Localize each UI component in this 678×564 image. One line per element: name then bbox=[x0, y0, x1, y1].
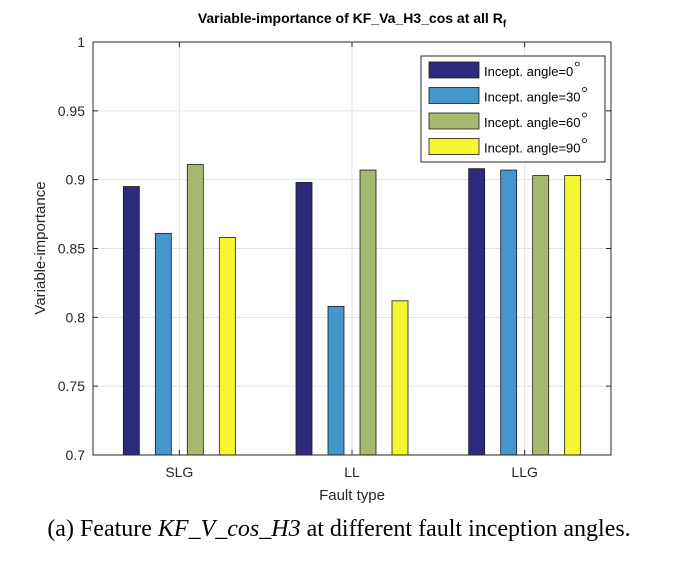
bar-llg-series-2 bbox=[500, 169, 518, 456]
bar-ll-series-3 bbox=[359, 169, 377, 456]
bar-chart: 0.7 0.75 0.8 0.85 0.9 0.95 1 SLG LL LLG Variable… bbox=[32, 10, 612, 504]
bar-slg-series-3 bbox=[186, 164, 204, 456]
x-axis-label: Fault type bbox=[319, 487, 385, 504]
y-tick-label: 1 bbox=[77, 34, 85, 50]
legend-label: Incept. angle=90 bbox=[484, 141, 581, 156]
chart-title-text: Variable-importance of KF_Va_H3_cos at a… bbox=[198, 10, 503, 26]
legend-degree-mark bbox=[574, 61, 580, 67]
figure-caption: (a) Feature KF_V_cos_H3 at different fau… bbox=[0, 516, 678, 543]
legend-label: Incept. angle=60 bbox=[484, 115, 581, 130]
bar-ll-series-4 bbox=[391, 300, 409, 456]
bar-slg-series-1 bbox=[122, 186, 140, 456]
legend-swatch bbox=[428, 112, 480, 130]
bar-ll-series-1 bbox=[295, 182, 313, 456]
x-tick-label: LLG bbox=[511, 464, 537, 480]
x-axis-ticks: SLG LL LLG bbox=[165, 42, 538, 480]
legend-swatch bbox=[428, 61, 480, 79]
legend-swatch bbox=[428, 138, 480, 155]
y-tick-label: 0.75 bbox=[58, 378, 85, 394]
x-tick-label: LL bbox=[344, 464, 360, 480]
caption-suffix: at different fault inception angles. bbox=[300, 516, 631, 542]
y-tick-label: 0.95 bbox=[58, 103, 85, 119]
bar-llg-series-4 bbox=[564, 175, 582, 456]
x-tick-label: SLG bbox=[165, 464, 193, 480]
y-tick-label: 0.7 bbox=[66, 447, 86, 463]
legend-degree-mark bbox=[582, 87, 587, 92]
bar-slg-series-2 bbox=[154, 232, 172, 456]
y-tick-label: 0.8 bbox=[66, 309, 86, 325]
legend-label: Incept. angle=30 bbox=[484, 90, 581, 105]
caption-math: KF_V_cos_H3 bbox=[157, 516, 301, 542]
bar-series-group bbox=[122, 164, 582, 456]
chart-title: Variable-importance of KF_Va_H3_cos at a… bbox=[198, 10, 507, 30]
legend-degree-mark bbox=[582, 112, 587, 118]
bar-ll-series-2 bbox=[327, 305, 345, 456]
legend-degree-mark bbox=[582, 138, 587, 143]
chart-title-subscript: f bbox=[503, 19, 507, 30]
y-axis-ticks: 0.7 0.75 0.8 0.85 0.9 0.95 1 bbox=[58, 34, 611, 463]
legend-label: Incept. angle=0 bbox=[484, 64, 573, 79]
y-tick-label: 0.85 bbox=[58, 241, 85, 257]
y-tick-label: 0.9 bbox=[66, 172, 86, 188]
bar-llg-series-3 bbox=[532, 175, 550, 456]
legend-swatch bbox=[428, 87, 480, 104]
legend: Incept. angle=0 Incept. angle=30 Incept. a… bbox=[420, 55, 606, 163]
caption-prefix: (a) Feature bbox=[47, 516, 158, 542]
bar-slg-series-4 bbox=[218, 237, 236, 456]
bar-llg-series-1 bbox=[468, 168, 486, 456]
y-axis-label: Variable-importance bbox=[32, 181, 49, 314]
